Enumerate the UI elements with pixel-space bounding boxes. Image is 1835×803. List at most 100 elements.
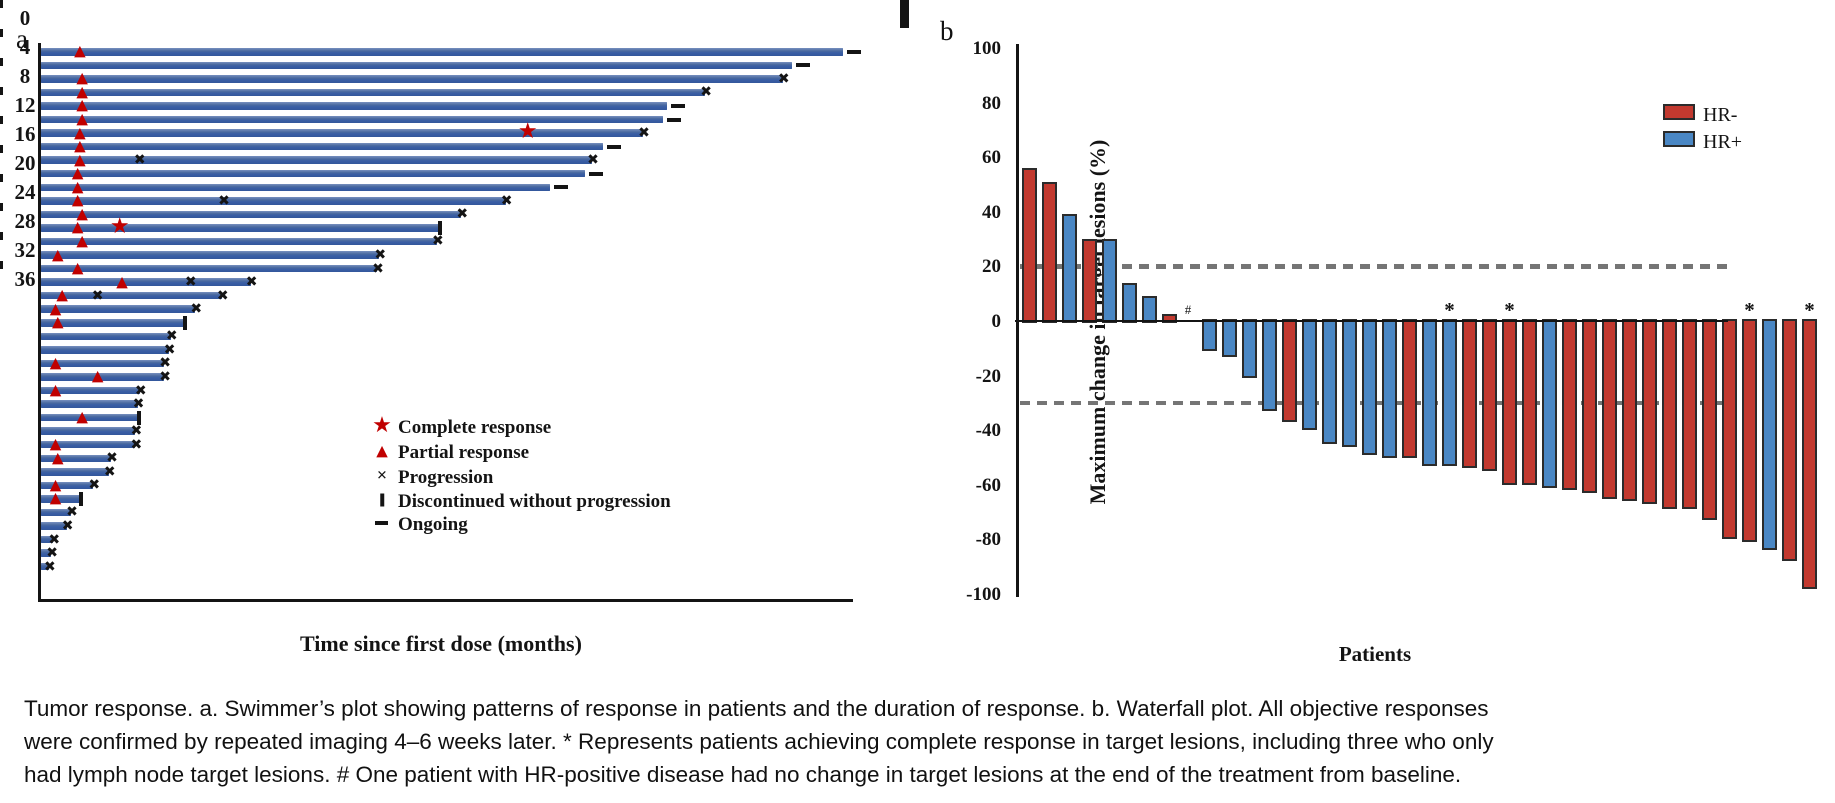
swimmer-bar <box>41 237 437 246</box>
swimmer-bar <box>41 413 138 422</box>
swimmer-bar <box>41 251 380 259</box>
partial-response-icon: ▲ <box>71 217 84 236</box>
legend-item-label: Discontinued without progression <box>398 491 671 512</box>
swimmer-bar <box>41 48 843 56</box>
progression-icon: ✖ <box>587 152 599 169</box>
complete-response-asterisk: * <box>1504 298 1515 322</box>
legend-swatch-hr-negative <box>1663 104 1695 120</box>
swimmer-bar <box>41 535 54 544</box>
waterfall-y-tick <box>900 25 909 28</box>
partial-response-icon: ▲ <box>71 177 84 196</box>
complete-response-asterisk: * <box>1444 298 1455 322</box>
swimmer-x-tick <box>0 145 3 153</box>
partial-response-icon: ▲ <box>74 41 86 60</box>
swimmer-x-tick-label: 8 <box>19 64 31 88</box>
swimmer-bar <box>41 197 506 205</box>
waterfall-bar <box>1682 319 1697 510</box>
swimmer-x-axis-title: Time since first dose (months) <box>300 631 582 656</box>
panel-b-label: b <box>940 16 954 46</box>
progression-icon: ✖ <box>456 206 469 223</box>
legend-discontinued-icon <box>380 493 384 507</box>
legend-item-label: HR+ <box>1703 131 1743 153</box>
legend-item-label: Ongoing <box>398 514 468 535</box>
ongoing-icon <box>607 144 622 149</box>
waterfall-y-tick-label: -20 <box>975 365 1001 387</box>
swimmer-x-tick-label: 24 <box>14 180 36 204</box>
partial-response-icon: ▲ <box>71 258 84 277</box>
progression-icon: ✖ <box>106 450 118 467</box>
discontinued-icon <box>183 315 188 330</box>
waterfall-y-tick-label: 60 <box>982 147 1001 169</box>
legend-ongoing-icon <box>375 521 388 525</box>
waterfall-y-tick <box>900 7 909 10</box>
waterfall-bar <box>1742 319 1757 543</box>
no-change-hash: # <box>1184 302 1192 317</box>
swimmer-bar <box>41 156 593 164</box>
swimmer-bar <box>41 61 792 70</box>
swimmer-bar <box>41 319 185 327</box>
waterfall-bar <box>1702 319 1717 521</box>
legend-item-label: Partial response <box>398 442 530 463</box>
partial-response-icon: ▲ <box>49 299 62 318</box>
swimmer-x-tick-label: 32 <box>14 238 36 262</box>
discontinued-icon <box>438 220 443 235</box>
discontinued-icon <box>78 491 83 506</box>
swimmer-bar <box>41 468 109 476</box>
swimmer-x-tick <box>0 232 3 240</box>
swimmer-x-tick <box>0 116 3 124</box>
waterfall-y-tick-label: 0 <box>991 311 1002 332</box>
progression-icon: ✖ <box>163 341 176 358</box>
partial-response-icon: ▲ <box>51 448 64 467</box>
partial-response-icon: ▲ <box>74 136 86 155</box>
partial-response-icon: ▲ <box>76 109 88 128</box>
swimmer-x-tick <box>0 29 3 37</box>
waterfall-bar <box>1022 168 1037 323</box>
panel-a-label: a <box>16 24 28 54</box>
swimmer-bar <box>41 400 138 408</box>
swimmer-bar <box>41 359 165 368</box>
figure-caption: Tumor response. a. Swimmer’s plot showin… <box>24 696 1494 787</box>
progression-icon: ✖ <box>700 84 712 101</box>
progression-icon: ✖ <box>159 355 172 372</box>
legend-item-label: Complete response <box>398 417 552 438</box>
waterfall-bar <box>1282 319 1297 423</box>
waterfall-bar <box>1562 319 1577 491</box>
progression-icon: ✖ <box>216 287 229 304</box>
swimmer-bar <box>41 210 462 219</box>
partial-response-icon: ▲ <box>49 353 62 372</box>
waterfall-y-tick-label: 100 <box>972 37 1002 59</box>
swimmer-x-tick <box>0 58 3 66</box>
waterfall-y-tick-label: 40 <box>982 201 1001 223</box>
swimmer-x-tick-label: 12 <box>14 93 36 117</box>
progression-icon: ✖ <box>132 396 145 413</box>
waterfall-bar <box>1662 319 1677 510</box>
waterfall-bar <box>1582 319 1597 494</box>
swimmer-bar <box>41 142 604 151</box>
swimmer-bar <box>41 115 663 124</box>
progression-icon: ✖ <box>245 274 258 291</box>
legend-complete-response-icon: ★ <box>372 413 392 438</box>
waterfall-y-tick-label: 20 <box>982 256 1001 278</box>
waterfall-y-tick <box>900 20 909 23</box>
waterfall-y-tick-label: -60 <box>975 474 1001 496</box>
waterfall-bar <box>1482 319 1497 472</box>
complete-response-icon: ★ <box>109 213 130 239</box>
waterfall-bar <box>1762 319 1777 551</box>
waterfall-bar <box>1422 319 1437 466</box>
ongoing-icon <box>671 103 686 108</box>
partial-response-icon: ▲ <box>49 434 62 453</box>
discontinued-icon <box>136 410 141 425</box>
progression-icon: ✖ <box>130 436 143 453</box>
progression-icon: ✖ <box>91 287 104 304</box>
waterfall-bar <box>1522 319 1537 485</box>
waterfall-bar <box>1242 319 1257 379</box>
waterfall-y-tick <box>900 17 909 20</box>
partial-response-icon: ▲ <box>76 204 88 223</box>
legend-item-label: HR- <box>1703 104 1738 126</box>
progression-icon: ✖ <box>130 423 143 440</box>
partial-response-icon: ▲ <box>71 190 84 209</box>
swimmer-bar <box>41 508 72 517</box>
waterfall-bar <box>1542 319 1557 488</box>
waterfall-bar <box>1382 319 1397 458</box>
